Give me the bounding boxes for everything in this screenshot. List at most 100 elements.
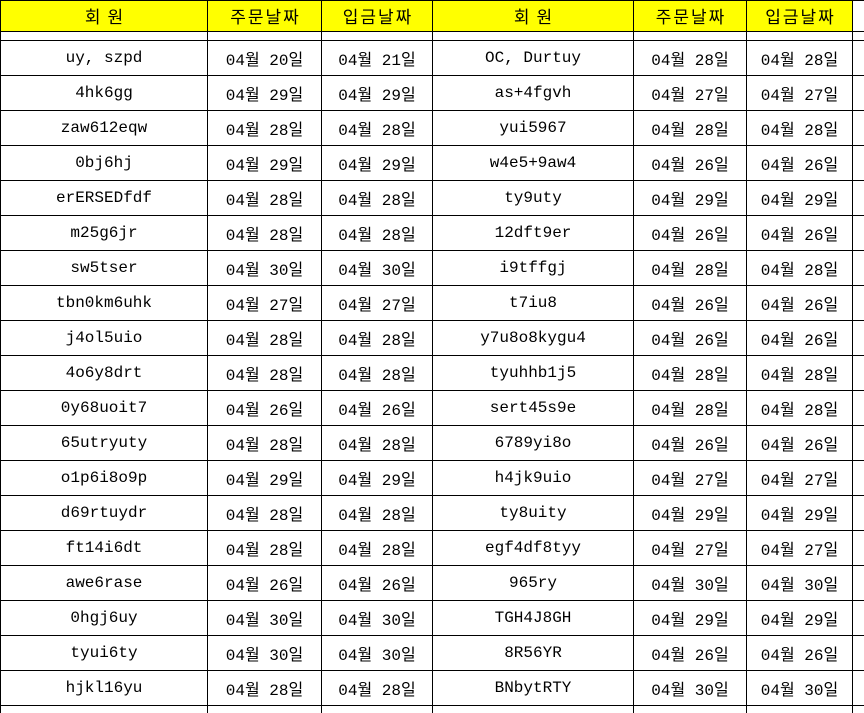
deposit-date-cell[interactable]: 04월 26일 (746, 320, 853, 356)
member-cell[interactable]: sw5tser (0, 250, 208, 286)
header-order-date-1[interactable]: 주문날짜 (207, 0, 322, 32)
member-cell[interactable]: ty8uity (432, 495, 634, 531)
empty-cell[interactable] (852, 355, 864, 391)
header-partial-cell[interactable] (852, 0, 864, 32)
empty-cell[interactable] (852, 145, 864, 181)
empty-cell[interactable] (0, 31, 208, 41)
member-cell[interactable]: t7iu8 (432, 285, 634, 321)
member-cell[interactable]: d69rtuydr (0, 495, 208, 531)
deposit-date-cell[interactable]: 04월 28일 (321, 425, 433, 461)
empty-cell[interactable] (633, 705, 747, 713)
member-cell[interactable]: tbn0km6uhk (0, 285, 208, 321)
empty-cell[interactable] (321, 705, 433, 713)
order-date-cell[interactable]: 04월 28일 (207, 425, 322, 461)
order-date-cell[interactable]: 04월 26일 (633, 285, 747, 321)
deposit-date-cell[interactable]: 04월 28일 (746, 250, 853, 286)
member-cell[interactable]: yui5967 (432, 110, 634, 146)
empty-cell[interactable] (852, 670, 864, 706)
order-date-cell[interactable]: 04월 29일 (207, 145, 322, 181)
order-date-cell[interactable]: 04월 26일 (207, 390, 322, 426)
order-date-cell[interactable]: 04월 30일 (633, 670, 747, 706)
deposit-date-cell[interactable]: 04월 27일 (321, 285, 433, 321)
deposit-date-cell[interactable]: 04월 26일 (746, 425, 853, 461)
empty-cell[interactable] (852, 495, 864, 531)
deposit-date-cell[interactable]: 04월 29일 (321, 75, 433, 111)
empty-cell[interactable] (852, 635, 864, 671)
member-cell[interactable]: 12dft9er (432, 215, 634, 251)
deposit-date-cell[interactable]: 04월 29일 (321, 460, 433, 496)
member-cell[interactable]: j4ol5uio (0, 320, 208, 356)
deposit-date-cell[interactable]: 04월 28일 (321, 670, 433, 706)
member-cell[interactable]: o1p6i8o9p (0, 460, 208, 496)
empty-cell[interactable] (852, 215, 864, 251)
order-date-cell[interactable]: 04월 30일 (207, 600, 322, 636)
deposit-date-cell[interactable]: 04월 28일 (321, 320, 433, 356)
order-date-cell[interactable]: 04월 20일 (207, 40, 322, 76)
member-cell[interactable]: 4o6y8drt (0, 355, 208, 391)
member-cell[interactable]: 0y68uoit7 (0, 390, 208, 426)
member-cell[interactable]: tyuhhb1j5 (432, 355, 634, 391)
deposit-date-cell[interactable]: 04월 28일 (321, 530, 433, 566)
member-cell[interactable]: hjkl16yu (0, 670, 208, 706)
header-order-date-2[interactable]: 주문날짜 (633, 0, 747, 32)
order-date-cell[interactable]: 04월 28일 (633, 250, 747, 286)
order-date-cell[interactable]: 04월 26일 (633, 320, 747, 356)
member-cell[interactable]: OC, Durtuy (432, 40, 634, 76)
empty-cell[interactable] (633, 31, 747, 41)
deposit-date-cell[interactable]: 04월 28일 (321, 215, 433, 251)
member-cell[interactable]: 65utryuty (0, 425, 208, 461)
deposit-date-cell[interactable]: 04월 26일 (321, 390, 433, 426)
deposit-date-cell[interactable]: 04월 28일 (746, 110, 853, 146)
empty-cell[interactable] (852, 110, 864, 146)
deposit-date-cell[interactable]: 04월 30일 (746, 565, 853, 601)
member-cell[interactable]: ty9uty (432, 180, 634, 216)
empty-cell[interactable] (746, 705, 853, 713)
deposit-date-cell[interactable]: 04월 30일 (321, 635, 433, 671)
member-cell[interactable]: 6789yi8o (432, 425, 634, 461)
empty-cell[interactable] (852, 75, 864, 111)
deposit-date-cell[interactable]: 04월 26일 (746, 215, 853, 251)
empty-cell[interactable] (852, 600, 864, 636)
empty-cell[interactable] (207, 31, 322, 41)
order-date-cell[interactable]: 04월 29일 (207, 460, 322, 496)
order-date-cell[interactable]: 04월 26일 (207, 565, 322, 601)
deposit-date-cell[interactable]: 04월 30일 (321, 250, 433, 286)
order-date-cell[interactable]: 04월 28일 (207, 495, 322, 531)
member-cell[interactable]: ft14i6dt (0, 530, 208, 566)
empty-cell[interactable] (852, 320, 864, 356)
empty-cell[interactable] (852, 40, 864, 76)
order-date-cell[interactable]: 04월 28일 (207, 110, 322, 146)
order-date-cell[interactable]: 04월 28일 (207, 670, 322, 706)
member-cell[interactable]: 0hgj6uy (0, 600, 208, 636)
member-cell[interactable]: 0bj6hj (0, 145, 208, 181)
empty-cell[interactable] (852, 250, 864, 286)
member-cell[interactable]: h4jk9uio (432, 460, 634, 496)
member-cell[interactable]: BNbytRTY (432, 670, 634, 706)
deposit-date-cell[interactable]: 04월 26일 (746, 635, 853, 671)
member-cell[interactable]: y7u8o8kygu4 (432, 320, 634, 356)
deposit-date-cell[interactable]: 04월 28일 (321, 180, 433, 216)
deposit-date-cell[interactable]: 04월 28일 (746, 390, 853, 426)
empty-cell[interactable] (746, 31, 853, 41)
order-date-cell[interactable]: 04월 27일 (633, 460, 747, 496)
member-cell[interactable]: erERSEDfdf (0, 180, 208, 216)
order-date-cell[interactable]: 04월 28일 (633, 355, 747, 391)
deposit-date-cell[interactable]: 04월 27일 (746, 530, 853, 566)
order-date-cell[interactable]: 04월 27일 (633, 530, 747, 566)
deposit-date-cell[interactable]: 04월 30일 (321, 600, 433, 636)
member-cell[interactable]: egf4df8tyy (432, 530, 634, 566)
member-cell[interactable]: 4hk6gg (0, 75, 208, 111)
deposit-date-cell[interactable]: 04월 28일 (321, 110, 433, 146)
order-date-cell[interactable]: 04월 28일 (633, 40, 747, 76)
order-date-cell[interactable]: 04월 28일 (633, 110, 747, 146)
deposit-date-cell[interactable]: 04월 27일 (746, 460, 853, 496)
order-date-cell[interactable]: 04월 27일 (207, 285, 322, 321)
header-member-1[interactable]: 회원 (0, 0, 208, 32)
deposit-date-cell[interactable]: 04월 27일 (746, 75, 853, 111)
order-date-cell[interactable]: 04월 29일 (633, 180, 747, 216)
order-date-cell[interactable]: 04월 30일 (633, 565, 747, 601)
empty-cell[interactable] (432, 31, 634, 41)
member-cell[interactable]: w4e5+9aw4 (432, 145, 634, 181)
member-cell[interactable]: 8R56YR (432, 635, 634, 671)
order-date-cell[interactable]: 04월 28일 (207, 355, 322, 391)
